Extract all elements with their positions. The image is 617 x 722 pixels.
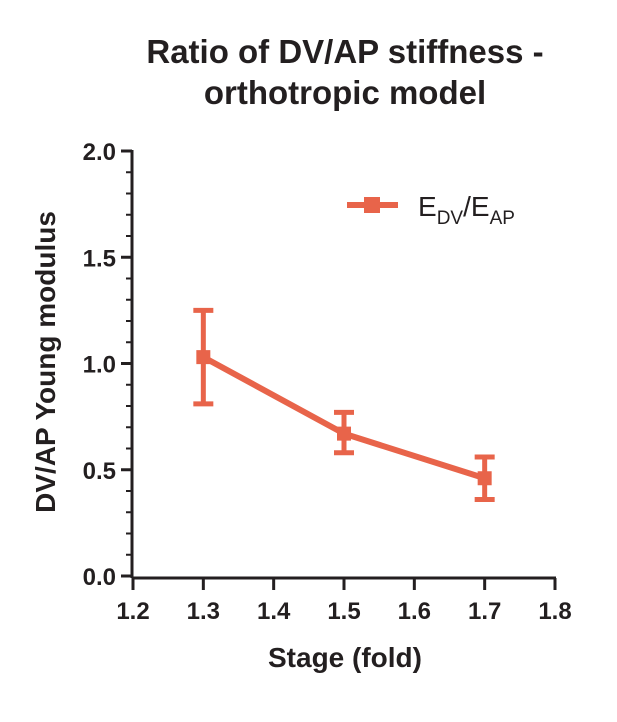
y-tick-label: 0.5 — [83, 458, 116, 485]
y-tick-label: 1.5 — [83, 245, 116, 272]
data-point — [337, 426, 351, 441]
legend: EDV/EAP — [347, 191, 515, 229]
y-axis-ticks: 0.0 0.5 1.0 1.5 2.0 — [83, 139, 132, 591]
y-tick-label: 0.0 — [83, 564, 116, 591]
x-tick-label: 1.7 — [468, 598, 501, 625]
chart-title-line-1: Ratio of DV/AP stiffness - — [146, 33, 543, 70]
x-tick-label: 1.4 — [257, 598, 291, 625]
x-tick-label: 1.2 — [116, 598, 149, 625]
y-tick-label: 1.0 — [83, 352, 116, 379]
series-edv-eap — [193, 307, 495, 502]
chart-title: Ratio of DV/AP stiffness - orthotropic m… — [146, 33, 543, 111]
y-tick-label: 2.0 — [83, 139, 116, 166]
data-point — [196, 350, 211, 365]
chart-title-line-2: orthotropic model — [204, 74, 486, 111]
data-point — [477, 471, 492, 486]
x-tick-label: 1.8 — [538, 598, 571, 625]
legend-marker — [364, 197, 380, 213]
x-axis-ticks: 1.2 1.3 1.4 1.5 1.6 1.7 1.8 — [116, 578, 572, 625]
x-axis-label: Stage (fold) — [268, 642, 422, 673]
x-tick-label: 1.5 — [327, 598, 360, 625]
legend-label: EDV/EAP — [418, 191, 515, 229]
x-tick-label: 1.3 — [187, 598, 220, 625]
y-axis-label: DV/AP Young modulus — [30, 211, 61, 513]
x-tick-label: 1.6 — [398, 598, 431, 625]
